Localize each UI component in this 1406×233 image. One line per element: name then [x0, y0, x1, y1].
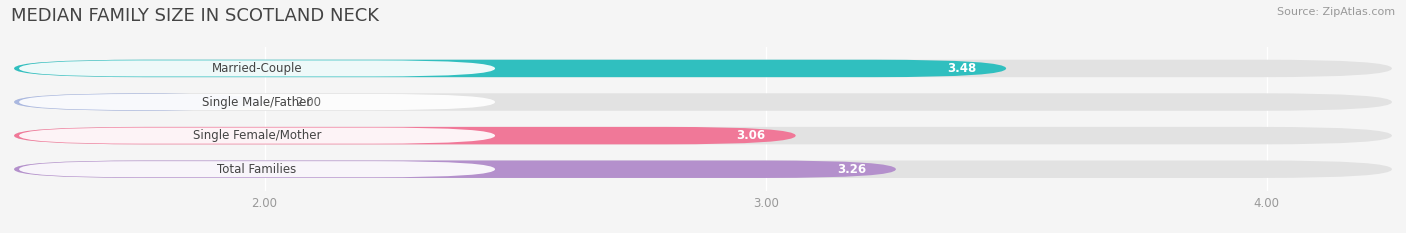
- FancyBboxPatch shape: [20, 161, 495, 177]
- FancyBboxPatch shape: [14, 161, 896, 178]
- Text: Total Families: Total Families: [218, 163, 297, 176]
- FancyBboxPatch shape: [14, 161, 1392, 178]
- Text: Single Female/Mother: Single Female/Mother: [193, 129, 322, 142]
- FancyBboxPatch shape: [14, 93, 1392, 111]
- FancyBboxPatch shape: [14, 60, 1007, 77]
- Text: 3.06: 3.06: [737, 129, 766, 142]
- Text: 2.00: 2.00: [295, 96, 321, 109]
- Text: 3.48: 3.48: [946, 62, 976, 75]
- FancyBboxPatch shape: [14, 127, 796, 144]
- Text: MEDIAN FAMILY SIZE IN SCOTLAND NECK: MEDIAN FAMILY SIZE IN SCOTLAND NECK: [11, 7, 380, 25]
- FancyBboxPatch shape: [20, 60, 495, 76]
- FancyBboxPatch shape: [14, 127, 1392, 144]
- Text: Single Male/Father: Single Male/Father: [202, 96, 312, 109]
- FancyBboxPatch shape: [14, 93, 264, 111]
- FancyBboxPatch shape: [14, 60, 1392, 77]
- FancyBboxPatch shape: [20, 94, 495, 110]
- Text: 3.26: 3.26: [837, 163, 866, 176]
- Text: Source: ZipAtlas.com: Source: ZipAtlas.com: [1277, 7, 1395, 17]
- FancyBboxPatch shape: [20, 127, 495, 144]
- Text: Married-Couple: Married-Couple: [212, 62, 302, 75]
